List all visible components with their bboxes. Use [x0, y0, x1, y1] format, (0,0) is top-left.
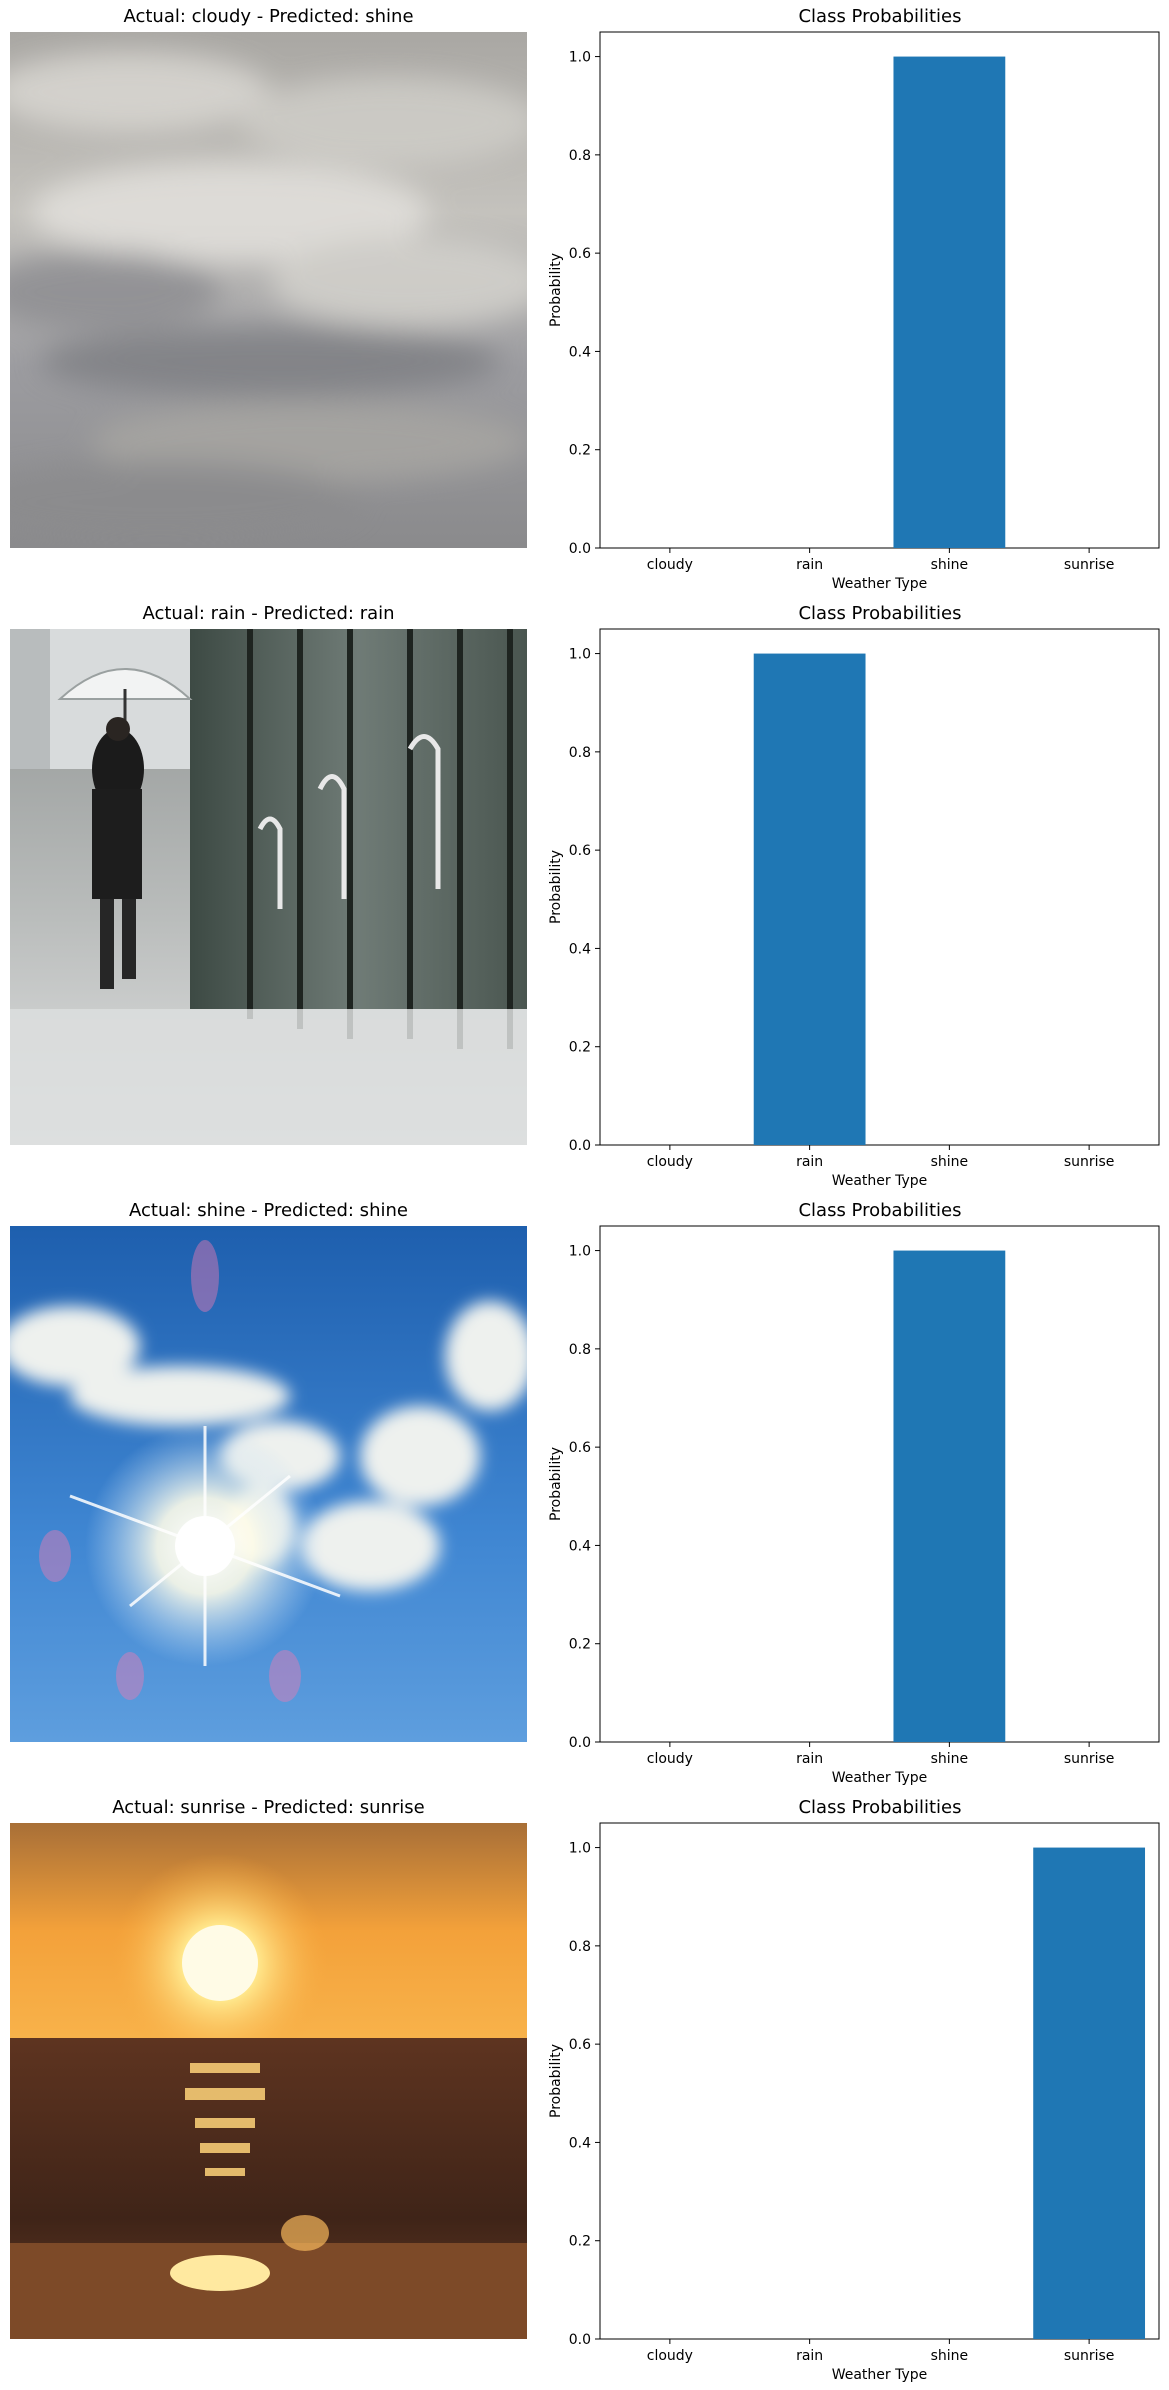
x-tick-label: shine [931, 1751, 969, 1767]
x-tick-label: rain [796, 1154, 823, 1170]
plot-frame [599, 1822, 1160, 2340]
y-tick-label: 0.6 [569, 246, 591, 262]
x-axis-label: Weather Type [832, 2367, 928, 2383]
result-row-1: Actual: cloudy - Predicted: shine [0, 0, 1169, 596]
x-tick-label: shine [931, 557, 969, 573]
image-title: Actual: rain - Predicted: rain [142, 603, 395, 624]
weather-photo-cloudy [10, 32, 527, 548]
y-tick-label: 0.2 [569, 1040, 591, 1056]
image-title: Actual: shine - Predicted: shine [129, 1200, 408, 1221]
plot-frame [599, 628, 1160, 1146]
y-tick-label: 0.2 [569, 2234, 591, 2250]
x-tick-label: shine [931, 2348, 969, 2364]
y-axis-label: Probability [548, 253, 564, 327]
y-tick-label: 0.8 [569, 148, 591, 164]
y-tick-label: 0.8 [569, 1342, 591, 1358]
y-tick-label: 0.6 [569, 843, 591, 859]
x-axis-label: Weather Type [832, 1173, 928, 1189]
y-tick-label: 0.2 [569, 443, 591, 459]
chart-title: Class Probabilities [798, 603, 962, 624]
bar-shine [893, 56, 1006, 548]
x-tick-label: cloudy [647, 1751, 693, 1767]
image-title: Actual: sunrise - Predicted: sunrise [112, 1797, 425, 1818]
y-tick-label: 0.4 [569, 344, 591, 360]
x-tick-label: cloudy [647, 557, 693, 573]
result-row-4: Actual: sunrise - Predicted: sunrise [0, 1791, 1169, 2387]
x-tick-label: shine [931, 1154, 969, 1170]
y-tick-label: 1.0 [569, 1841, 591, 1857]
bar-shine [893, 1250, 1006, 1742]
chart-title: Class Probabilities [798, 6, 962, 27]
probability-bar-chart-4: cloudy rain shine sunrise 0.0 0.2 0.4 0.6 0.8 1.0… [548, 1822, 1160, 2383]
y-tick-label: 0.4 [569, 1538, 591, 1554]
y-tick-label: 1.0 [569, 1244, 591, 1260]
probability-bar-chart-3: cloudy rain shine sunrise 0.0 0.2 0.4 0.6 0.8 1.0… [548, 1225, 1160, 1786]
x-axis-label: Weather Type [832, 576, 928, 592]
y-tick-label: 0.4 [569, 941, 591, 957]
plot-frame [599, 31, 1160, 549]
x-tick-label: rain [796, 557, 823, 573]
x-tick-label: sunrise [1064, 1751, 1115, 1767]
x-tick-label: cloudy [647, 1154, 693, 1170]
weather-photo-shine [10, 1226, 527, 1742]
y-tick-label: 0.6 [569, 2037, 591, 2053]
weather-photo-rain [10, 629, 527, 1145]
y-tick-label: 0.0 [569, 541, 591, 557]
image-title: Actual: cloudy - Predicted: shine [123, 6, 414, 27]
x-tick-label: rain [796, 1751, 823, 1767]
x-tick-label: sunrise [1064, 557, 1115, 573]
y-tick-label: 0.6 [569, 1440, 591, 1456]
probability-bar-chart-1: cloudy rain shine sunrise 0.0 0.2 0.4 0.6 0.8 1.0… [548, 31, 1160, 592]
x-tick-label: cloudy [647, 2348, 693, 2364]
y-axis-label: Probability [548, 2044, 564, 2118]
y-tick-label: 0.0 [569, 1138, 591, 1154]
x-tick-label: rain [796, 2348, 823, 2364]
weather-photo-sunrise [10, 1823, 527, 2339]
chart-title: Class Probabilities [798, 1797, 962, 1818]
x-axis-label: Weather Type [832, 1770, 928, 1786]
y-tick-label: 0.8 [569, 1939, 591, 1955]
y-tick-label: 1.0 [569, 50, 591, 66]
y-tick-label: 0.8 [569, 745, 591, 761]
y-tick-label: 0.4 [569, 2135, 591, 2151]
result-row-2: Actual: rain - Predicted: rain [0, 597, 1169, 1193]
x-tick-label: sunrise [1064, 2348, 1115, 2364]
bar-sunrise [1033, 1847, 1146, 2339]
plot-frame [599, 1225, 1160, 1743]
y-axis-label: Probability [548, 1447, 564, 1521]
y-tick-label: 0.2 [569, 1637, 591, 1653]
probability-bar-chart-2: cloudy rain shine sunrise 0.0 0.2 0.4 0.6 0.8 1.0… [548, 628, 1160, 1189]
y-axis-label: Probability [548, 850, 564, 924]
x-tick-label: sunrise [1064, 1154, 1115, 1170]
result-row-3: Actual: shine - Predicted: shine [0, 1194, 1169, 1790]
y-tick-label: 1.0 [569, 647, 591, 663]
chart-title: Class Probabilities [798, 1200, 962, 1221]
y-tick-label: 0.0 [569, 1735, 591, 1751]
y-tick-label: 0.0 [569, 2332, 591, 2348]
bar-rain [753, 653, 866, 1145]
